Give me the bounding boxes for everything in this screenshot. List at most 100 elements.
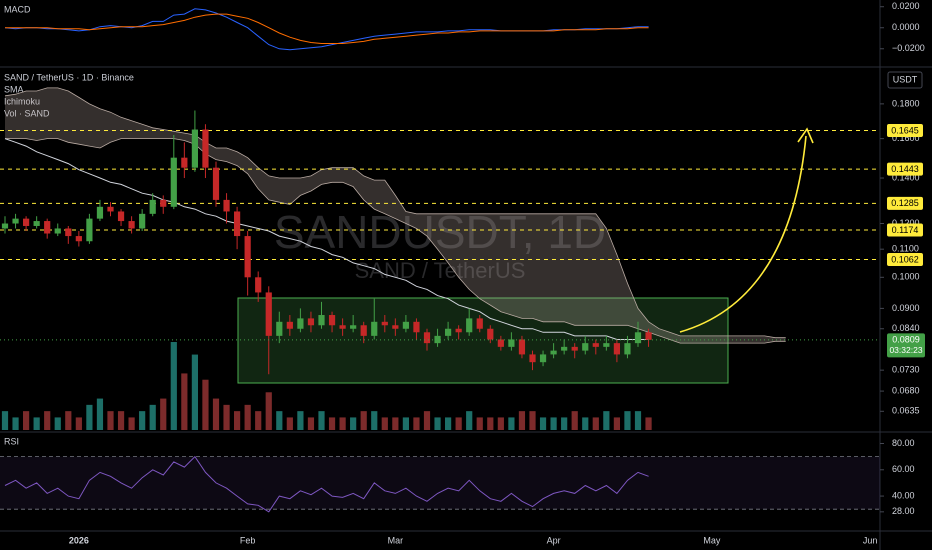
volume-bar (276, 411, 283, 430)
level-label-box (887, 123, 923, 137)
candle-body (191, 129, 198, 168)
currency-label: USDT (893, 74, 918, 84)
candle-body (413, 321, 420, 333)
candle-body (518, 339, 526, 355)
volume-bar (392, 417, 399, 430)
candle-body (117, 211, 125, 222)
volume-bar (603, 411, 610, 430)
time-label: Apr (547, 535, 561, 545)
y-tick-label: 0.0730 (892, 365, 920, 375)
volume-bar (286, 417, 293, 430)
arrow-head (797, 127, 814, 144)
candle-body (297, 318, 304, 329)
y-tick-label: 0.0680 (892, 385, 920, 395)
projection-arrow[interactable] (679, 135, 807, 333)
candle-body (307, 318, 315, 326)
cloud-span-a (4, 87, 786, 339)
time-label: May (703, 535, 721, 545)
candle-body (75, 236, 82, 242)
volume-bar (582, 417, 589, 430)
indicator-label[interactable]: SMA (4, 84, 24, 94)
volume-bar (1, 411, 9, 430)
candle-body (508, 339, 515, 347)
volume-bar (381, 417, 388, 430)
candle-body (423, 332, 431, 344)
candle-body (23, 218, 30, 226)
indicator-label[interactable]: Vol · SAND (4, 108, 50, 118)
y-tick-label: 0.0000 (892, 22, 920, 32)
candle-body (244, 236, 251, 278)
macd-title: MACD (4, 4, 31, 14)
candle-body (255, 277, 262, 293)
volume-bar (212, 398, 220, 430)
indicator-line (4, 455, 649, 513)
volume-bar (191, 354, 198, 430)
y-tick-label: 0.0635 (892, 406, 920, 416)
volume-bar (65, 411, 72, 430)
range-box[interactable] (237, 297, 729, 384)
volume-bar (539, 417, 547, 430)
level-label: 0.1174 (892, 225, 919, 235)
time-label: 2026 (69, 535, 89, 545)
volume-bar (550, 417, 557, 430)
volume-bar (413, 417, 420, 430)
volume-bar (96, 398, 104, 430)
volume-bar (624, 411, 631, 430)
y-tick-label: 0.1200 (892, 218, 920, 228)
y-tick-label: −0.0200 (892, 43, 925, 53)
y-tick-label: 0.1400 (892, 172, 920, 182)
volume-bar (360, 411, 367, 430)
candle-body (645, 332, 652, 340)
volume-bar (307, 417, 315, 430)
ichimoku-cloud (5, 87, 786, 344)
candle-body (381, 321, 388, 326)
candle-body (33, 221, 40, 226)
candle-body (212, 167, 220, 200)
volume-bar (497, 417, 504, 430)
volume-bar (445, 417, 452, 430)
volume-bar (487, 417, 494, 430)
y-tick-label: 0.0200 (892, 1, 920, 11)
candle-body (634, 332, 642, 344)
y-tick-label: 28.00 (892, 506, 915, 516)
volume-bar (139, 411, 146, 430)
candle-body (202, 129, 209, 168)
candle-body (392, 325, 399, 329)
volume-bar (371, 411, 378, 430)
y-tick-label: 40.00 (892, 490, 915, 500)
volume-bar (234, 411, 241, 430)
y-tick-label: 0.1000 (892, 272, 920, 282)
volume-bar (466, 411, 473, 430)
volume-bar (434, 417, 441, 430)
volume-bar (328, 417, 336, 430)
time-label: Feb (240, 535, 256, 545)
candle-body (1, 223, 9, 229)
symbol-title[interactable]: SAND / TetherUS · 1D · Binance (4, 72, 134, 82)
candle-body (65, 228, 72, 237)
candle-body (487, 328, 494, 340)
volume-bar (23, 411, 30, 430)
candle-body (96, 206, 104, 219)
candle-body (455, 328, 462, 333)
candle-body (624, 343, 631, 355)
volume-bar (613, 417, 620, 430)
level-label-box (887, 223, 923, 237)
candle-body (234, 211, 241, 237)
candle-body (149, 199, 156, 214)
candle-body (54, 228, 61, 234)
candle-body (466, 318, 473, 333)
candle-body (476, 318, 483, 329)
cloud-span-b (5, 138, 786, 344)
volume-bar (128, 417, 135, 430)
candle-body (318, 315, 325, 326)
volume-bar (86, 404, 93, 430)
candle-body (12, 218, 19, 224)
indicator-label[interactable]: Ichimoku (4, 96, 40, 106)
candle-body (445, 328, 452, 336)
currency-button[interactable] (887, 71, 923, 89)
candle-body (497, 339, 504, 347)
volume-bar (75, 417, 82, 430)
volume-bar (339, 417, 346, 430)
y-tick-label: 60.00 (892, 464, 915, 474)
candle-body (181, 157, 188, 168)
